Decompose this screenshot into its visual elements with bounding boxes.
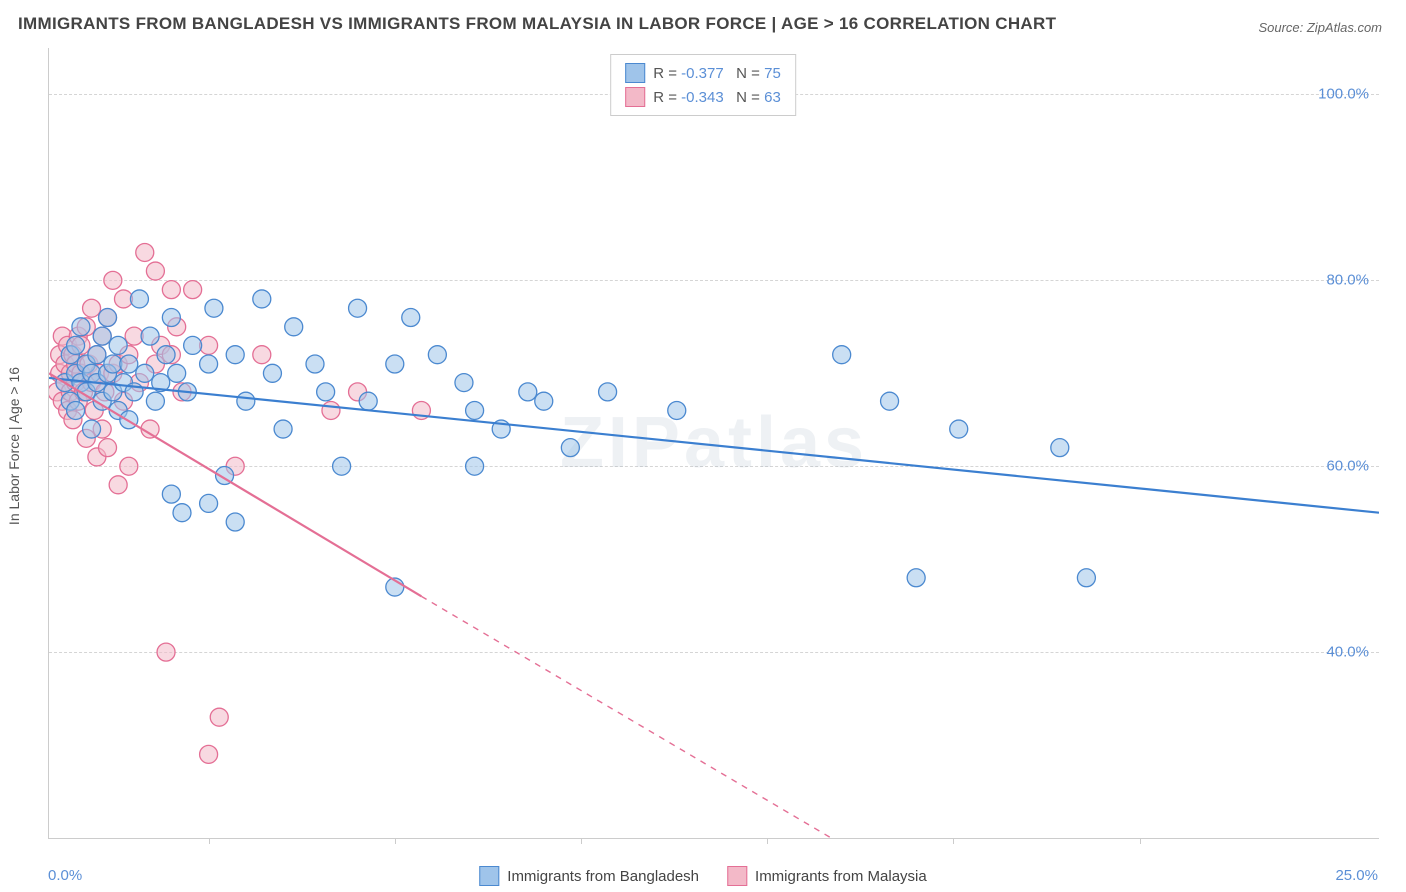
data-point: [1051, 439, 1069, 457]
data-point: [253, 290, 271, 308]
data-point: [402, 309, 420, 327]
legend-item: Immigrants from Malaysia: [727, 866, 927, 886]
data-point: [130, 290, 148, 308]
legend-stat: R = -0.343 N = 63: [653, 89, 781, 106]
data-point: [519, 383, 537, 401]
data-point: [668, 401, 686, 419]
data-point: [833, 346, 851, 364]
data-point: [386, 355, 404, 373]
x-tick: [767, 838, 768, 844]
correlation-legend: R = -0.377 N = 75 R = -0.343 N = 63: [610, 54, 796, 116]
data-point: [99, 439, 117, 457]
data-point: [322, 401, 340, 419]
data-point: [125, 327, 143, 345]
data-point: [157, 346, 175, 364]
data-point: [157, 643, 175, 661]
data-point: [67, 336, 85, 354]
data-point: [83, 299, 101, 317]
x-tick: [581, 838, 582, 844]
data-point: [141, 327, 159, 345]
data-point: [136, 364, 154, 382]
data-point: [237, 392, 255, 410]
data-point: [359, 392, 377, 410]
data-point: [173, 504, 191, 522]
data-point: [120, 355, 138, 373]
x-tick: [953, 838, 954, 844]
chart-title: IMMIGRANTS FROM BANGLADESH VS IMMIGRANTS…: [18, 14, 1056, 34]
data-point: [349, 299, 367, 317]
data-point: [104, 355, 122, 373]
data-point: [83, 420, 101, 438]
data-point: [306, 355, 324, 373]
data-point: [104, 271, 122, 289]
data-point: [455, 374, 473, 392]
data-point: [200, 355, 218, 373]
data-point: [535, 392, 553, 410]
swatch-series-1: [727, 866, 747, 886]
data-point: [72, 318, 90, 336]
data-point: [1077, 569, 1095, 587]
data-point: [466, 401, 484, 419]
data-point: [599, 383, 617, 401]
x-axis-min-label: 0.0%: [48, 867, 82, 884]
data-point: [162, 309, 180, 327]
data-point: [881, 392, 899, 410]
data-point: [226, 346, 244, 364]
x-tick: [209, 838, 210, 844]
x-axis-max-label: 25.0%: [1335, 867, 1378, 884]
data-point: [67, 401, 85, 419]
data-point: [907, 569, 925, 587]
swatch-series-1: [625, 87, 645, 107]
data-point: [162, 281, 180, 299]
data-point: [88, 346, 106, 364]
data-point: [200, 494, 218, 512]
data-point: [253, 346, 271, 364]
data-point: [146, 392, 164, 410]
x-tick: [395, 838, 396, 844]
trend-line-extrapolated: [421, 596, 847, 838]
data-point: [200, 336, 218, 354]
data-point: [200, 745, 218, 763]
legend-label: Immigrants from Bangladesh: [507, 868, 699, 885]
data-point: [950, 420, 968, 438]
legend-stat: R = -0.377 N = 75: [653, 65, 781, 82]
data-point: [317, 383, 335, 401]
legend-label: Immigrants from Malaysia: [755, 868, 927, 885]
x-tick: [1140, 838, 1141, 844]
source-label: Source: ZipAtlas.com: [1258, 20, 1382, 35]
data-point: [285, 318, 303, 336]
data-point: [168, 364, 186, 382]
data-point: [274, 420, 292, 438]
legend-row: R = -0.377 N = 75: [625, 61, 781, 85]
data-point: [162, 485, 180, 503]
legend-row: R = -0.343 N = 63: [625, 85, 781, 109]
data-point: [205, 299, 223, 317]
data-point: [136, 243, 154, 261]
data-point: [146, 262, 164, 280]
swatch-series-0: [479, 866, 499, 886]
data-point: [226, 513, 244, 531]
data-point: [93, 327, 111, 345]
plot-svg: [49, 48, 1379, 838]
data-point: [210, 708, 228, 726]
data-point: [184, 336, 202, 354]
data-point: [561, 439, 579, 457]
data-point: [114, 290, 132, 308]
swatch-series-0: [625, 63, 645, 83]
data-point: [109, 336, 127, 354]
data-point: [428, 346, 446, 364]
data-point: [466, 457, 484, 475]
data-point: [184, 281, 202, 299]
data-point: [109, 476, 127, 494]
chart-area: ZIPatlas 40.0%60.0%80.0%100.0%: [48, 48, 1379, 839]
series-legend: Immigrants from Bangladesh Immigrants fr…: [479, 866, 926, 886]
legend-item: Immigrants from Bangladesh: [479, 866, 699, 886]
data-point: [99, 309, 117, 327]
y-axis-title: In Labor Force | Age > 16: [6, 367, 22, 525]
data-point: [263, 364, 281, 382]
data-point: [120, 457, 138, 475]
data-point: [333, 457, 351, 475]
